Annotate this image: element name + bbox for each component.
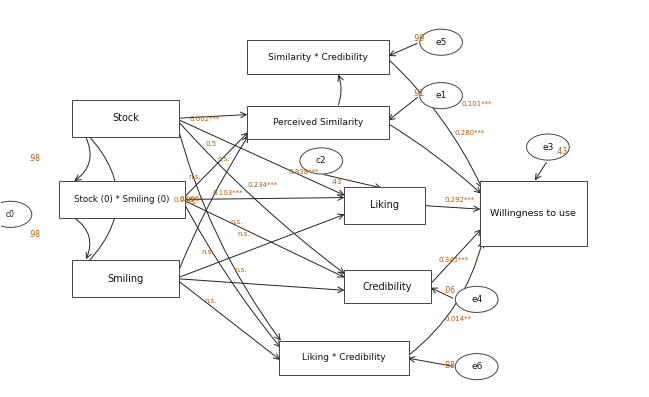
Text: 0.066*: 0.066*	[180, 196, 204, 202]
Text: 0.103***: 0.103***	[212, 189, 243, 196]
Text: n.s.: n.s.	[231, 219, 243, 225]
Circle shape	[300, 148, 343, 174]
Text: 0.066*: 0.066*	[173, 197, 197, 204]
Text: c0: c0	[6, 210, 15, 219]
Text: 0.101***: 0.101***	[462, 100, 492, 106]
FancyBboxPatch shape	[344, 187, 425, 224]
Text: Liking * Credibility: Liking * Credibility	[302, 353, 386, 362]
Text: 0.234***: 0.234***	[248, 182, 278, 188]
Circle shape	[456, 286, 498, 312]
Text: n.s.: n.s.	[238, 231, 250, 237]
FancyBboxPatch shape	[279, 341, 409, 374]
Text: Stock: Stock	[112, 114, 139, 123]
Text: Stock (0) * Smiling (0): Stock (0) * Smiling (0)	[75, 195, 170, 204]
Text: n.s.: n.s.	[205, 299, 217, 304]
Text: Liking: Liking	[370, 200, 399, 210]
Circle shape	[526, 134, 569, 160]
Text: 0.280***: 0.280***	[454, 130, 484, 136]
Text: 0.5: 0.5	[206, 141, 217, 147]
Text: e3: e3	[542, 143, 554, 152]
Text: .43: .43	[555, 147, 567, 156]
Text: e4: e4	[471, 295, 482, 304]
Text: .99: .99	[412, 34, 424, 43]
Circle shape	[0, 201, 32, 227]
FancyBboxPatch shape	[344, 270, 432, 303]
FancyBboxPatch shape	[59, 181, 185, 218]
Text: .88: .88	[443, 361, 455, 370]
Text: 0.014**: 0.014**	[445, 316, 471, 322]
Text: e6: e6	[471, 362, 482, 371]
Circle shape	[420, 29, 463, 55]
Text: e5: e5	[435, 38, 447, 47]
Text: .43: .43	[330, 179, 341, 185]
Text: Similarity * Credibility: Similarity * Credibility	[268, 52, 368, 62]
FancyBboxPatch shape	[72, 100, 178, 137]
Text: n.s.: n.s.	[186, 199, 198, 206]
Text: .98: .98	[29, 154, 40, 164]
Text: n.s.: n.s.	[202, 249, 214, 255]
Text: c2: c2	[316, 156, 326, 166]
Text: Smiling: Smiling	[107, 274, 143, 283]
Circle shape	[456, 354, 498, 380]
Text: 0.838***: 0.838***	[289, 169, 319, 175]
Text: Credibility: Credibility	[363, 281, 412, 291]
Text: e1: e1	[435, 91, 447, 100]
Text: 0.292***: 0.292***	[445, 197, 475, 204]
Text: .98: .98	[29, 229, 40, 239]
Text: 0.002***: 0.002***	[190, 116, 220, 122]
Text: .91: .91	[412, 89, 424, 98]
Text: Willingness to use: Willingness to use	[491, 209, 576, 218]
Text: n.s.: n.s.	[234, 267, 247, 273]
Text: 0.345***: 0.345***	[439, 257, 469, 263]
Text: n.s.: n.s.	[218, 156, 230, 162]
Text: .06: .06	[443, 286, 456, 295]
FancyBboxPatch shape	[247, 106, 389, 139]
FancyBboxPatch shape	[247, 40, 389, 74]
Text: Perceived Similarity: Perceived Similarity	[273, 118, 363, 127]
Circle shape	[420, 83, 463, 109]
FancyBboxPatch shape	[72, 260, 178, 297]
FancyBboxPatch shape	[480, 181, 587, 246]
Text: n.s.: n.s.	[189, 174, 201, 180]
